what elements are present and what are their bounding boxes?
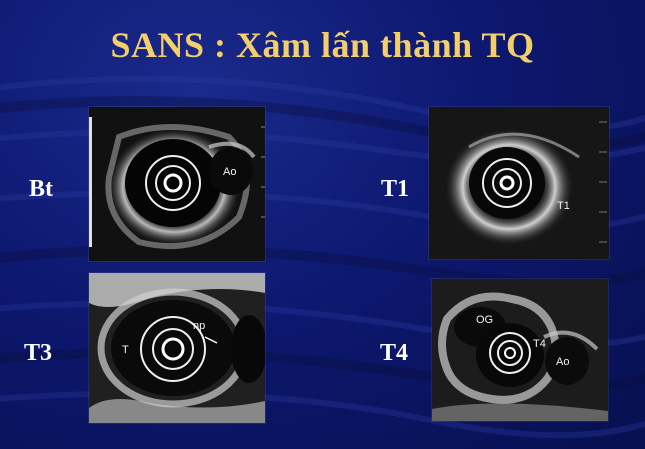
ultrasound-image-t3: np T — [89, 273, 265, 423]
ultrasound-t1-svg: T1 — [429, 107, 609, 259]
annotation-t1: T1 — [557, 200, 570, 212]
ultrasound-t4-svg: OG T4 Ao — [432, 279, 608, 421]
label-t1: T1 — [381, 176, 410, 202]
annotation-ao: Ao — [223, 166, 236, 178]
ultrasound-image-t4: OG T4 Ao — [432, 279, 608, 421]
ultrasound-bt-svg: Ao — [89, 107, 265, 261]
annotation-og: OG — [476, 314, 493, 326]
label-t3: T3 — [24, 340, 53, 366]
annotation-np: np — [193, 320, 205, 332]
label-t4: T4 — [380, 340, 409, 366]
ultrasound-t3-svg: np T — [89, 273, 265, 423]
annotation-ao-t4: Ao — [556, 356, 569, 368]
ultrasound-image-t1: T1 — [429, 107, 609, 259]
annotation-t: T — [122, 344, 129, 356]
label-bt: Bt — [29, 176, 53, 202]
ultrasound-image-bt: Ao — [89, 107, 265, 261]
slide-title: SANS : Xâm lấn thành TQ — [110, 25, 535, 65]
annotation-t4: T4 — [533, 338, 546, 350]
